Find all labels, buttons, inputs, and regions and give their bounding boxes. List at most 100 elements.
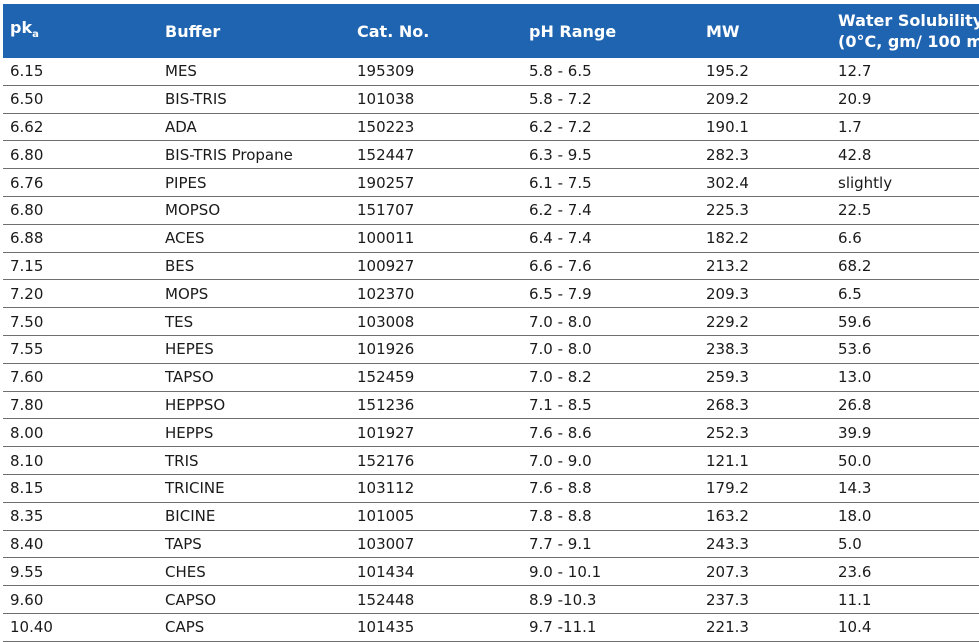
cell-ph-range: 8.9 -10.3 bbox=[522, 585, 699, 614]
cell-cat-no: 101434 bbox=[350, 557, 522, 587]
cell-cat-no: 100011 bbox=[350, 224, 522, 253]
cell-mw: 238.3 bbox=[699, 335, 831, 364]
cell-cat-no: 103112 bbox=[350, 474, 522, 503]
cell-buffer: BIS-TRIS bbox=[158, 85, 350, 114]
cell-pka: 6.62 bbox=[3, 113, 158, 142]
cell-water-solubility: 53.6 bbox=[831, 335, 979, 364]
cell-cat-no: 101038 bbox=[350, 85, 522, 114]
cell-water-solubility: 5.0 bbox=[831, 530, 979, 559]
cell-pka: 9.60 bbox=[3, 585, 158, 614]
cell-cat-no: 151236 bbox=[350, 391, 522, 420]
cell-ph-range: 7.0 - 8.0 bbox=[522, 307, 699, 336]
table-row: 6.50 BIS-TRIS 101038 5.8 - 7.2 209.2 20.9 bbox=[3, 85, 979, 114]
table-row: 7.20 MOPS 102370 6.5 - 7.9 209.3 6.5 bbox=[3, 279, 979, 309]
header-mw: MW bbox=[699, 4, 831, 58]
header-solubility-line2: (0°C, gm/ 100 mL) bbox=[838, 32, 979, 51]
cell-ph-range: 7.0 - 9.0 bbox=[522, 446, 699, 475]
cell-water-solubility: 20.9 bbox=[831, 85, 979, 114]
cell-pka: 7.55 bbox=[3, 335, 158, 364]
cell-cat-no: 152176 bbox=[350, 446, 522, 475]
buffer-table: pka Buffer Cat. No. pH Range MW Water So… bbox=[3, 4, 979, 642]
cell-mw: 221.3 bbox=[699, 613, 831, 642]
cell-mw: 302.4 bbox=[699, 168, 831, 197]
cell-ph-range: 6.3 - 9.5 bbox=[522, 140, 699, 170]
cell-buffer: CAPS bbox=[158, 613, 350, 642]
cell-cat-no: 152448 bbox=[350, 585, 522, 614]
cell-water-solubility: 11.1 bbox=[831, 585, 979, 614]
header-pka-subscript: a bbox=[32, 29, 39, 40]
cell-mw: 195.2 bbox=[699, 58, 831, 86]
cell-water-solubility: 1.7 bbox=[831, 113, 979, 142]
cell-pka: 6.76 bbox=[3, 168, 158, 197]
cell-buffer: TAPSO bbox=[158, 363, 350, 392]
cell-cat-no: 102370 bbox=[350, 279, 522, 309]
cell-ph-range: 6.4 - 7.4 bbox=[522, 224, 699, 253]
header-pka-main: pk bbox=[10, 18, 33, 37]
cell-pka: 8.00 bbox=[3, 418, 158, 448]
cell-water-solubility: 26.8 bbox=[831, 391, 979, 420]
cell-ph-range: 6.6 - 7.6 bbox=[522, 252, 699, 281]
cell-water-solubility: 59.6 bbox=[831, 307, 979, 336]
table-row: 9.55 CHES 101434 9.0 - 10.1 207.3 23.6 bbox=[3, 557, 979, 587]
table-body: 6.15 MES 195309 5.8 - 6.5 195.2 12.7 6.50 BIS-T… bbox=[3, 58, 979, 642]
cell-mw: 243.3 bbox=[699, 530, 831, 559]
cell-cat-no: 103007 bbox=[350, 530, 522, 559]
cell-buffer: BES bbox=[158, 252, 350, 281]
header-cat-no: Cat. No. bbox=[350, 4, 522, 58]
cell-ph-range: 9.0 - 10.1 bbox=[522, 557, 699, 587]
cell-water-solubility: 39.9 bbox=[831, 418, 979, 448]
cell-buffer: TES bbox=[158, 307, 350, 336]
cell-pka: 6.88 bbox=[3, 224, 158, 253]
cell-water-solubility: 42.8 bbox=[831, 140, 979, 170]
cell-buffer: TRIS bbox=[158, 446, 350, 475]
cell-mw: 259.3 bbox=[699, 363, 831, 392]
header-water-solubility: Water Solubility (0°C, gm/ 100 mL) bbox=[831, 4, 979, 58]
cell-cat-no: 152447 bbox=[350, 140, 522, 170]
cell-pka: 9.55 bbox=[3, 557, 158, 587]
header-buffer: Buffer bbox=[158, 4, 350, 58]
cell-mw: 121.1 bbox=[699, 446, 831, 475]
cell-water-solubility: 18.0 bbox=[831, 502, 979, 531]
cell-buffer: ACES bbox=[158, 224, 350, 253]
cell-buffer: TRICINE bbox=[158, 474, 350, 503]
cell-ph-range: 9.7 -11.1 bbox=[522, 613, 699, 642]
cell-pka: 7.20 bbox=[3, 279, 158, 309]
table-row: 8.15 TRICINE 103112 7.6 - 8.8 179.2 14.3 bbox=[3, 474, 979, 503]
table-row: 6.80 BIS-TRIS Propane 152447 6.3 - 9.5 282.3… bbox=[3, 140, 979, 170]
cell-mw: 182.2 bbox=[699, 224, 831, 253]
cell-mw: 252.3 bbox=[699, 418, 831, 448]
table-row: 7.50 TES 103008 7.0 - 8.0 229.2 59.6 bbox=[3, 307, 979, 336]
cell-buffer: HEPES bbox=[158, 335, 350, 364]
cell-pka: 6.80 bbox=[3, 140, 158, 170]
cell-mw: 213.2 bbox=[699, 252, 831, 281]
cell-ph-range: 7.0 - 8.0 bbox=[522, 335, 699, 364]
cell-buffer: MOPS bbox=[158, 279, 350, 309]
table-row: 6.76 PIPES 190257 6.1 - 7.5 302.4 slightly bbox=[3, 168, 979, 197]
cell-cat-no: 151707 bbox=[350, 196, 522, 225]
table-row: 8.35 BICINE 101005 7.8 - 8.8 163.2 18.0 bbox=[3, 502, 979, 531]
cell-buffer: BIS-TRIS Propane bbox=[158, 140, 350, 170]
header-ph-range: pH Range bbox=[522, 4, 699, 58]
cell-cat-no: 101926 bbox=[350, 335, 522, 364]
table-row: 7.80 HEPPSO 151236 7.1 - 8.5 268.3 26.8 bbox=[3, 391, 979, 420]
cell-cat-no: 150223 bbox=[350, 113, 522, 142]
cell-mw: 209.3 bbox=[699, 279, 831, 309]
header-pka: pka bbox=[3, 4, 158, 58]
table-header: pka Buffer Cat. No. pH Range MW Water So… bbox=[3, 4, 979, 58]
cell-pka: 8.10 bbox=[3, 446, 158, 475]
header-row: pka Buffer Cat. No. pH Range MW Water So… bbox=[3, 4, 979, 58]
cell-pka: 6.80 bbox=[3, 196, 158, 225]
cell-water-solubility: 6.6 bbox=[831, 224, 979, 253]
cell-cat-no: 152459 bbox=[350, 363, 522, 392]
cell-water-solubility: 13.0 bbox=[831, 363, 979, 392]
cell-mw: 282.3 bbox=[699, 140, 831, 170]
cell-mw: 179.2 bbox=[699, 474, 831, 503]
cell-cat-no: 101927 bbox=[350, 418, 522, 448]
cell-pka: 7.50 bbox=[3, 307, 158, 336]
table-row: 8.10 TRIS 152176 7.0 - 9.0 121.1 50.0 bbox=[3, 446, 979, 475]
cell-water-solubility: 14.3 bbox=[831, 474, 979, 503]
cell-water-solubility: 68.2 bbox=[831, 252, 979, 281]
cell-water-solubility: slightly bbox=[831, 168, 979, 197]
cell-cat-no: 100927 bbox=[350, 252, 522, 281]
cell-buffer: ADA bbox=[158, 113, 350, 142]
